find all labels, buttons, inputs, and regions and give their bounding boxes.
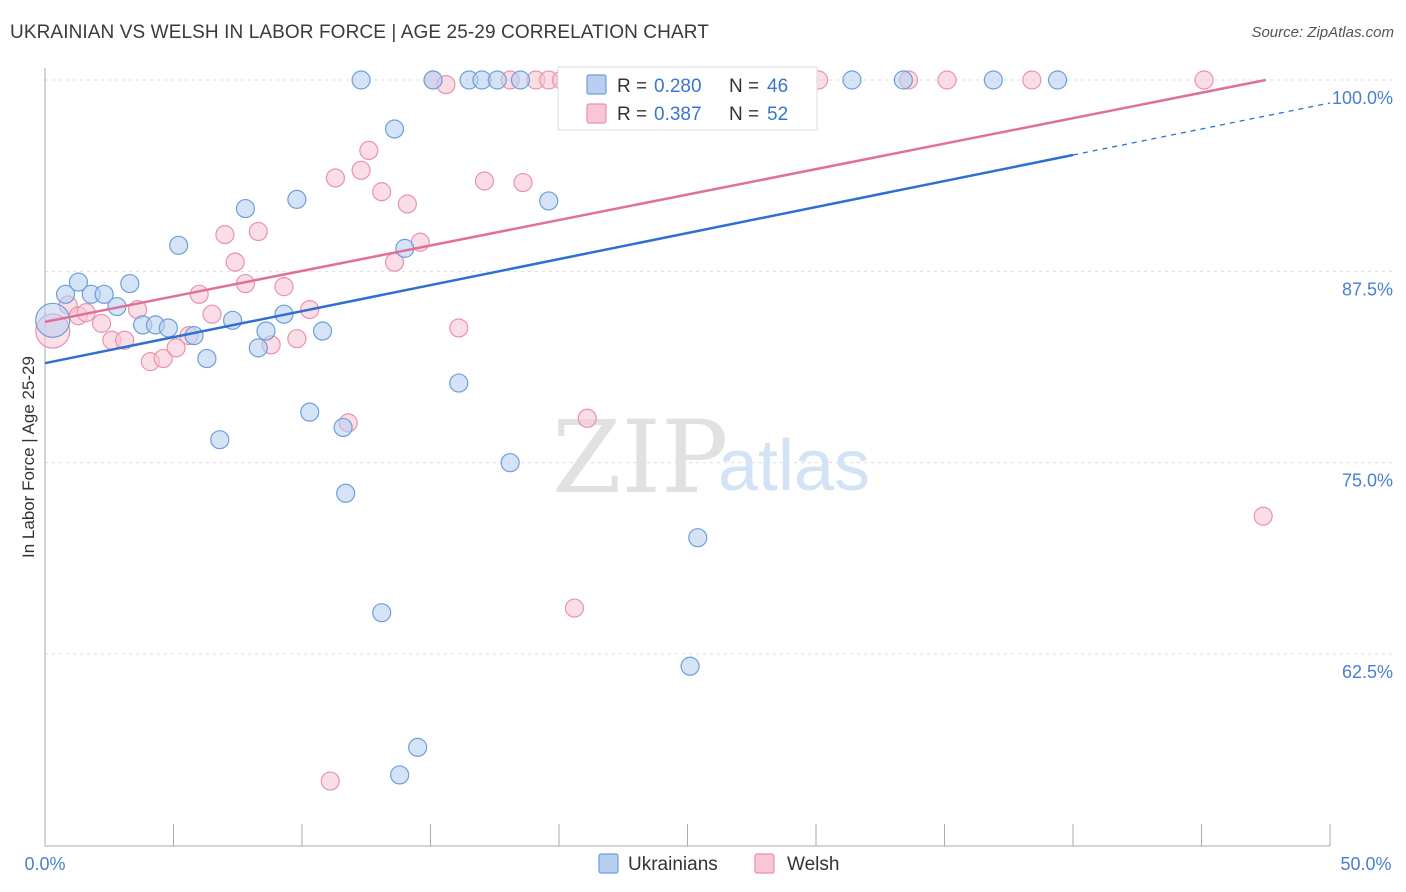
ukrainians-point-15 [235,198,256,219]
welsh-point-22 [320,771,340,791]
welsh-point-27 [372,182,392,202]
stats-welsh-r-label: R = [617,104,647,125]
welsh-point-29 [397,194,417,214]
stats-box: R = 0.280 N = 46 R = 0.387 N = 52 [557,66,818,131]
stats-ukrainians-r-value: 0.280 [654,76,702,97]
ukrainians-point-12 [197,348,217,369]
ukrainians-point-19 [287,189,307,209]
ukrainians-point-9 [158,318,178,338]
welsh-point-49 [1194,70,1214,90]
gridlines [45,79,1392,655]
ukrainians-point-11 [184,326,204,346]
welsh-point-33 [449,318,469,338]
y-tick-label-1: 87.5% [1342,279,1393,299]
welsh-trend-line [44,78,1266,324]
ukrainians-point-25 [372,603,392,623]
y-tick-label-3: 62.5% [1342,662,1393,682]
welsh-point-15 [225,252,245,272]
ukrainians-point-41 [842,70,862,90]
ukrainians-point-30 [423,70,443,90]
legend-welsh-swatch [754,853,775,874]
y-axis-tick-labels: 100.0% 87.5% 75.0% 62.5% [1332,88,1393,682]
chart-source: Source: ZipAtlas.com [1251,24,1394,41]
ukrainians-point-2 [68,272,89,292]
ukrainians-point-29 [408,737,428,757]
watermark-atlas: atlas [718,426,870,506]
welsh-point-4 [91,313,112,333]
chart-title: UKRAINIAN VS WELSH IN LABOR FORCE | AGE … [10,22,709,43]
stats-welsh-r-value: 0.387 [654,104,702,125]
ukrainians-point-24 [351,70,371,90]
stats-welsh-n-value: 52 [767,104,788,125]
welsh-point-50 [1253,506,1273,526]
y-tick-label-2: 75.0% [1342,471,1393,491]
ukrainians-point-22 [333,417,353,438]
ukrainians-point-34 [487,70,507,90]
x-axis-ticks [44,824,1331,846]
ukrainians-point-36 [539,191,559,211]
ukrainians-point-27 [390,765,410,785]
ukrainians-trend-line [44,153,1074,365]
ukrainians-point-20 [300,402,320,422]
welsh-point-12 [189,284,209,304]
welsh-point-23 [325,168,346,188]
trend-lines [44,78,1331,365]
ukrainians-point-23 [336,483,356,503]
legend: Ukrainians Welsh [598,853,839,875]
welsh-point-39 [564,598,585,618]
ukrainians-point-43 [983,70,1003,90]
stats-ukrainians-r-label: R = [617,76,647,97]
ukrainians-point-40 [688,528,708,548]
ukrainians-point-4 [94,284,114,304]
ukrainians-point-39 [680,656,700,676]
legend-ukrainians-label: Ukrainians [628,854,718,875]
welsh-point-34 [474,171,495,191]
y-axis-label: In Labor Force | Age 25-29 [19,356,38,558]
welsh-point-9 [153,348,173,369]
welsh-point-14 [215,224,235,245]
ukrainians-point-35 [500,453,520,473]
welsh-point-20 [287,329,307,349]
legend-welsh-label: Welsh [787,854,839,875]
ukrainians-point-31 [449,373,469,393]
ukrainians-point-10 [169,235,189,255]
welsh-point-25 [351,160,371,180]
legend-ukrainians-swatch [598,853,619,874]
x-tick-label-min: 0.0% [24,854,65,874]
ukrainians-point-6 [120,273,140,294]
welsh-point-13 [202,304,222,324]
ukrainians-point-21 [312,321,333,341]
stats-ukrainians-n-label: N = [729,76,759,97]
ukrainians-point-13 [210,430,230,450]
welsh-point-26 [359,140,379,161]
y-tick-label-0: 100.0% [1332,88,1393,108]
welsh-point-10 [166,338,186,358]
ukrainians-point-16 [248,338,268,358]
x-tick-label-max: 50.0% [1340,854,1391,874]
welsh-point-17 [248,221,268,242]
welsh-point-47 [937,70,957,90]
ukrainians-point-42 [893,70,913,90]
ukrainians-point-45 [510,70,531,90]
welsh-point-48 [1022,70,1042,90]
stats-welsh-swatch [586,103,607,124]
welsh-point-36 [513,172,533,193]
welsh-point-19 [274,277,294,297]
ukrainians-point-1 [55,284,76,304]
welsh-point-6 [115,330,135,350]
stats-ukrainians-n-value: 46 [767,76,788,97]
ukrainians-trend-extension [1072,102,1331,156]
stats-ukrainians-swatch [586,74,607,95]
ukrainians-point-44 [1047,70,1068,90]
ukrainians-point-17 [256,321,276,341]
ukrainians-point-26 [384,119,405,139]
welsh-point-40 [577,408,597,428]
stats-welsh-n-label: N = [729,104,759,125]
